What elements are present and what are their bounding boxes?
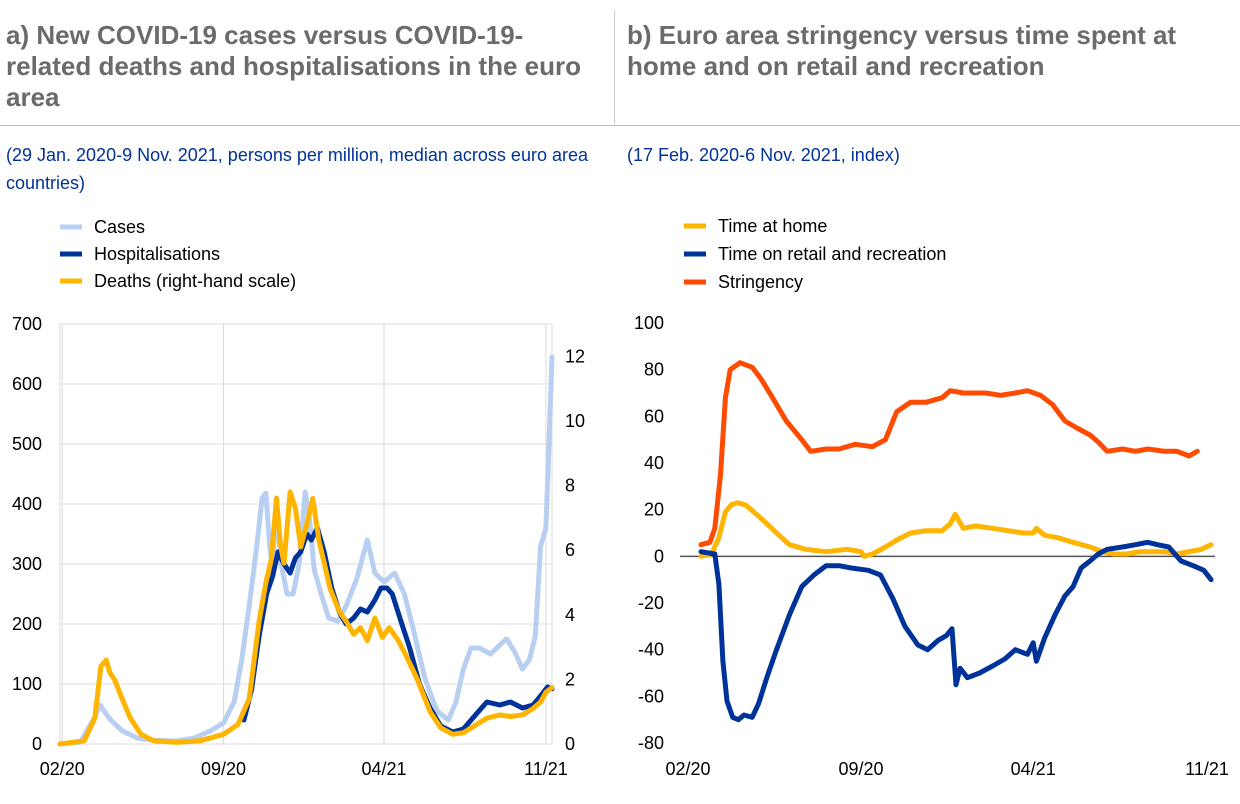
chart-a-y-tick-right-3: 6 xyxy=(565,540,575,560)
chart-a-series-hospitalisations-line xyxy=(241,525,555,735)
chart-a-y-tick-left-7: 700 xyxy=(12,314,42,334)
chart-a-legend-label-1: Hospitalisations xyxy=(94,244,220,264)
chart-a-y-tick-right-2: 4 xyxy=(565,605,575,625)
panel-b-divider xyxy=(615,125,1240,126)
chart-a-y-tick-left-2: 200 xyxy=(12,614,42,634)
panel-a-title: a) New COVID-19 cases versus COVID-19-re… xyxy=(6,20,581,112)
chart-b-legend-label-2: Stringency xyxy=(718,272,803,292)
chart-a-y-tick-left-6: 600 xyxy=(12,374,42,394)
chart-a-y-tick-left-0: 0 xyxy=(32,734,42,754)
panel-a-divider xyxy=(0,125,614,126)
chart-a-legend-label-0: Cases xyxy=(94,217,145,237)
chart-a-series-deaths-line xyxy=(57,489,555,747)
chart-b-legend-label-0: Time at home xyxy=(718,216,827,236)
chart-a-x-tick-3: 11/21 xyxy=(524,759,568,779)
panel-b-title: b) Euro area stringency versus time spen… xyxy=(627,20,1177,81)
chart-a-y-tick-right-0: 0 xyxy=(565,734,575,754)
chart-a: 0 100 200 300 400 500 600 700 0 2 4 6 8 10 12 02/20 09/2… xyxy=(12,217,585,779)
chart-a-x-tick-2: 04/21 xyxy=(361,759,406,779)
chart-b-legend-label-1: Time on retail and recreation xyxy=(718,244,946,264)
chart-a-plot-frame xyxy=(59,323,553,745)
chart-b-series-time-home-line xyxy=(698,500,1214,559)
chart-a-y-tick-right-1: 2 xyxy=(565,669,575,689)
chart-b-y-tick-0: 100 xyxy=(634,313,664,333)
chart-b-x-tick-1: 09/20 xyxy=(838,759,883,779)
chart-b-x-tick-3: 11/21 xyxy=(1185,759,1229,779)
chart-a-y-tick-right-6: 12 xyxy=(565,346,585,366)
panel-b-subtitle: (17 Feb. 2020-6 Nov. 2021, index) xyxy=(627,145,900,165)
chart-a-y-tick-left-1: 100 xyxy=(12,674,42,694)
chart-b-y-tick-5: 0 xyxy=(654,546,664,566)
chart-b-y-tick-3: 40 xyxy=(644,453,664,473)
chart-a-y-tick-left-4: 400 xyxy=(12,494,42,514)
chart-b-series-stringency-line xyxy=(698,360,1200,548)
chart-b-x-tick-2: 04/21 xyxy=(1011,759,1056,779)
chart-b-y-tick-2: 60 xyxy=(644,406,664,426)
chart-b-y-tick-6: -20 xyxy=(638,593,664,613)
chart-a-x-tick-1: 09/20 xyxy=(201,759,246,779)
chart-b-y-tick-1: 80 xyxy=(644,360,664,380)
panel-a-subtitle: (29 Jan. 2020-9 Nov. 2021, persons per m… xyxy=(6,145,588,193)
chart-b-x-tick-0: 02/20 xyxy=(665,759,710,779)
chart-b-y-tick-9: -80 xyxy=(638,733,664,753)
chart-b-y-tick-4: 20 xyxy=(644,500,664,520)
chart-a-legend-label-2: Deaths (right-hand scale) xyxy=(94,271,296,291)
chart-a-y-tick-right-4: 8 xyxy=(565,476,575,496)
chart-a-y-tick-right-5: 10 xyxy=(565,411,585,431)
chart-b-y-tick-8: -60 xyxy=(638,686,664,706)
chart-b-series-time-retail-line xyxy=(698,539,1214,723)
chart-a-y-tick-left-3: 300 xyxy=(12,554,42,574)
chart-a-y-tick-left-5: 500 xyxy=(12,434,42,454)
panel-divider-vertical xyxy=(614,10,615,126)
chart-b-y-tick-7: -40 xyxy=(638,640,664,660)
chart-a-x-tick-0: 02/20 xyxy=(40,759,85,779)
